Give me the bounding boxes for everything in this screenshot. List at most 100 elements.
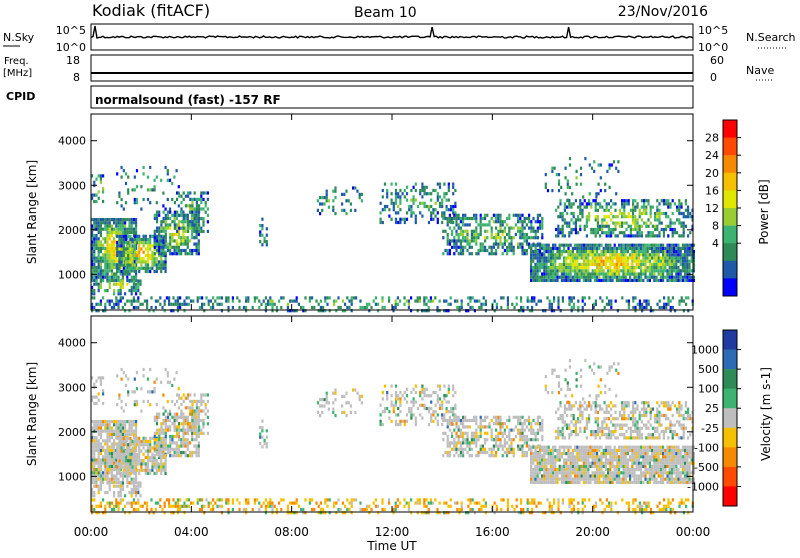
velocity-cell bbox=[530, 462, 532, 465]
power-cell bbox=[650, 234, 652, 237]
velocity-cell bbox=[493, 448, 495, 451]
velocity-cell bbox=[449, 451, 451, 454]
power-cell bbox=[666, 256, 668, 259]
power-cell bbox=[98, 244, 100, 247]
power-cell bbox=[205, 191, 207, 194]
velocity-cell bbox=[120, 491, 122, 494]
power-cell bbox=[645, 199, 647, 202]
power-cell bbox=[649, 272, 651, 275]
power-cell bbox=[300, 306, 302, 309]
power-cell bbox=[451, 217, 453, 220]
velocity-cell bbox=[147, 440, 149, 443]
power-cell bbox=[647, 244, 649, 247]
power-cell bbox=[187, 220, 189, 223]
velocity-cell bbox=[537, 432, 539, 435]
power-cell bbox=[530, 220, 532, 223]
power-cell bbox=[589, 276, 591, 279]
velocity-cell bbox=[143, 437, 145, 440]
power-cell bbox=[550, 256, 552, 259]
power-cell bbox=[236, 296, 238, 299]
power-cell bbox=[185, 195, 187, 198]
power-cell bbox=[614, 202, 616, 205]
power-cell bbox=[557, 215, 559, 218]
power-cell bbox=[556, 276, 558, 279]
power-cell bbox=[649, 253, 651, 256]
power-cell bbox=[116, 270, 118, 273]
power-cell bbox=[202, 230, 204, 233]
power-cell bbox=[671, 247, 673, 250]
power-cell bbox=[122, 218, 124, 221]
velocity-cell bbox=[200, 397, 202, 400]
velocity-cell bbox=[106, 471, 108, 474]
power-cell bbox=[113, 218, 115, 221]
velocity-cell bbox=[196, 403, 198, 406]
power-cell bbox=[102, 187, 104, 190]
power-cell bbox=[484, 236, 486, 239]
power-cell bbox=[620, 276, 622, 279]
power-cell bbox=[545, 247, 547, 250]
velocity-cell bbox=[129, 453, 131, 456]
power-cell bbox=[625, 272, 627, 275]
velocity-cell bbox=[480, 425, 482, 428]
velocity-cell bbox=[334, 392, 336, 395]
power-cell bbox=[120, 231, 122, 234]
velocity-cell bbox=[116, 437, 118, 440]
power-cell bbox=[612, 202, 614, 205]
power-cell bbox=[535, 230, 537, 233]
power-cell bbox=[171, 220, 173, 223]
power-cell bbox=[165, 246, 167, 249]
velocity-cell bbox=[169, 445, 171, 448]
velocity-cell bbox=[158, 469, 160, 472]
velocity-cell bbox=[163, 413, 165, 416]
velocity-cell bbox=[171, 454, 173, 457]
power-cell bbox=[271, 306, 273, 309]
velocity-cell bbox=[534, 449, 536, 452]
power-cell bbox=[614, 222, 616, 225]
velocity-cell bbox=[361, 395, 363, 398]
power-cell bbox=[154, 264, 156, 267]
power-cell bbox=[663, 228, 665, 231]
velocity-cell bbox=[530, 449, 532, 452]
power-cell bbox=[397, 296, 399, 299]
power-cell bbox=[607, 256, 609, 259]
velocity-cell bbox=[149, 469, 151, 472]
power-cell bbox=[617, 215, 619, 218]
velocity-cell bbox=[421, 397, 423, 400]
velocity-cell bbox=[261, 429, 263, 432]
velocity-cell bbox=[462, 419, 464, 422]
velocity-cell bbox=[95, 478, 97, 481]
power-cell bbox=[129, 260, 131, 263]
power-cell bbox=[570, 218, 572, 221]
power-cell bbox=[664, 256, 666, 259]
power-cell bbox=[163, 227, 165, 230]
velocity-cell bbox=[497, 416, 499, 419]
power-cell bbox=[156, 270, 158, 273]
velocity-cell bbox=[109, 455, 111, 458]
power-cell bbox=[556, 269, 558, 272]
power-cell bbox=[140, 185, 142, 188]
power-cell bbox=[201, 303, 203, 306]
power-cell bbox=[93, 240, 95, 243]
velocity-cell bbox=[138, 440, 140, 443]
power-cell bbox=[455, 223, 457, 226]
power-cell bbox=[656, 212, 658, 215]
power-cell bbox=[663, 202, 665, 205]
velocity-cell bbox=[462, 441, 464, 444]
velocity-cell bbox=[127, 456, 129, 459]
power-cell bbox=[397, 195, 399, 198]
velocity-cell bbox=[537, 474, 539, 477]
power-cell bbox=[491, 246, 493, 249]
power-cell bbox=[458, 227, 460, 230]
power-cell bbox=[183, 191, 185, 194]
power-cell bbox=[154, 257, 156, 260]
power-cell bbox=[654, 225, 656, 228]
power-cell bbox=[673, 256, 675, 259]
velocity-cell bbox=[464, 432, 466, 435]
power-cell bbox=[408, 300, 410, 303]
power-cell bbox=[437, 218, 439, 221]
power-cell bbox=[138, 248, 140, 251]
velocity-cell bbox=[125, 403, 127, 406]
velocity-cell bbox=[451, 419, 453, 422]
power-cell bbox=[515, 223, 517, 226]
power-cell bbox=[586, 202, 588, 205]
